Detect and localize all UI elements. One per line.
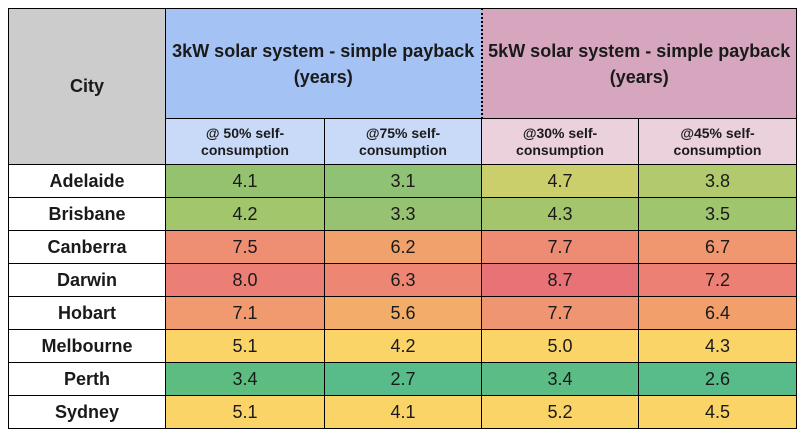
payback-value-cell: 5.6: [324, 296, 482, 330]
subheader-5kw-45: @45% self-consumption: [638, 118, 797, 165]
payback-table-container: City 3kW solar system - simple payback (…: [8, 8, 797, 429]
table-row: Brisbane 4.2 3.3 4.3 3.5: [8, 197, 797, 231]
payback-value-cell: 3.8: [638, 164, 797, 198]
table-row: Perth 3.4 2.7 3.4 2.6: [8, 362, 797, 396]
table-row: Melbourne 5.1 4.2 5.0 4.3: [8, 329, 797, 363]
payback-value-cell: 3.3: [324, 197, 482, 231]
payback-value-cell: 4.3: [481, 197, 639, 231]
city-cell: Darwin: [8, 263, 166, 297]
group-header-5kw: 5kW solar system - simple payback (years…: [480, 8, 797, 119]
payback-value-cell: 4.5: [638, 395, 797, 429]
solar-payback-table: City 3kW solar system - simple payback (…: [8, 8, 797, 429]
payback-value-cell: 7.2: [638, 263, 797, 297]
payback-value-cell: 3.4: [481, 362, 639, 396]
city-cell: Sydney: [8, 395, 166, 429]
table-row: Hobart 7.1 5.6 7.7 6.4: [8, 296, 797, 330]
city-cell: Brisbane: [8, 197, 166, 231]
payback-value-cell: 6.2: [324, 230, 482, 264]
payback-value-cell: 7.5: [165, 230, 325, 264]
payback-value-cell: 4.2: [324, 329, 482, 363]
payback-value-cell: 4.1: [165, 164, 325, 198]
subheader-5kw-30: @30% self-consumption: [481, 118, 639, 165]
payback-value-cell: 3.4: [165, 362, 325, 396]
payback-value-cell: 3.5: [638, 197, 797, 231]
payback-value-cell: 4.3: [638, 329, 797, 363]
subheader-3kw-50: @ 50% self-consumption: [165, 118, 325, 165]
table-row: Adelaide 4.1 3.1 4.7 3.8: [8, 164, 797, 198]
payback-value-cell: 2.6: [638, 362, 797, 396]
table-row: Darwin 8.0 6.3 8.7 7.2: [8, 263, 797, 297]
payback-value-cell: 5.1: [165, 329, 325, 363]
payback-value-cell: 7.1: [165, 296, 325, 330]
payback-value-cell: 4.7: [481, 164, 639, 198]
city-cell: Hobart: [8, 296, 166, 330]
city-column-header: City: [8, 8, 166, 165]
payback-value-cell: 8.0: [165, 263, 325, 297]
payback-value-cell: 4.2: [165, 197, 325, 231]
payback-value-cell: 7.7: [481, 230, 639, 264]
payback-value-cell: 6.3: [324, 263, 482, 297]
subheader-3kw-75: @75% self-consumption: [324, 118, 482, 165]
payback-value-cell: 2.7: [324, 362, 482, 396]
city-cell: Perth: [8, 362, 166, 396]
table-row: Canberra 7.5 6.2 7.7 6.7: [8, 230, 797, 264]
payback-value-cell: 7.7: [481, 296, 639, 330]
payback-value-cell: 4.1: [324, 395, 482, 429]
city-cell: Melbourne: [8, 329, 166, 363]
payback-value-cell: 5.2: [481, 395, 639, 429]
city-cell: Canberra: [8, 230, 166, 264]
city-cell: Adelaide: [8, 164, 166, 198]
group-header-3kw: 3kW solar system - simple payback (years…: [165, 8, 482, 119]
table-body: Adelaide 4.1 3.1 4.7 3.8 Brisbane 4.2 3.3 4.3 3.5…: [8, 164, 797, 429]
payback-value-cell: 3.1: [324, 164, 482, 198]
payback-value-cell: 6.4: [638, 296, 797, 330]
payback-value-cell: 6.7: [638, 230, 797, 264]
payback-value-cell: 5.0: [481, 329, 639, 363]
payback-value-cell: 8.7: [481, 263, 639, 297]
payback-value-cell: 5.1: [165, 395, 325, 429]
table-row: Sydney 5.1 4.1 5.2 4.5: [8, 395, 797, 429]
